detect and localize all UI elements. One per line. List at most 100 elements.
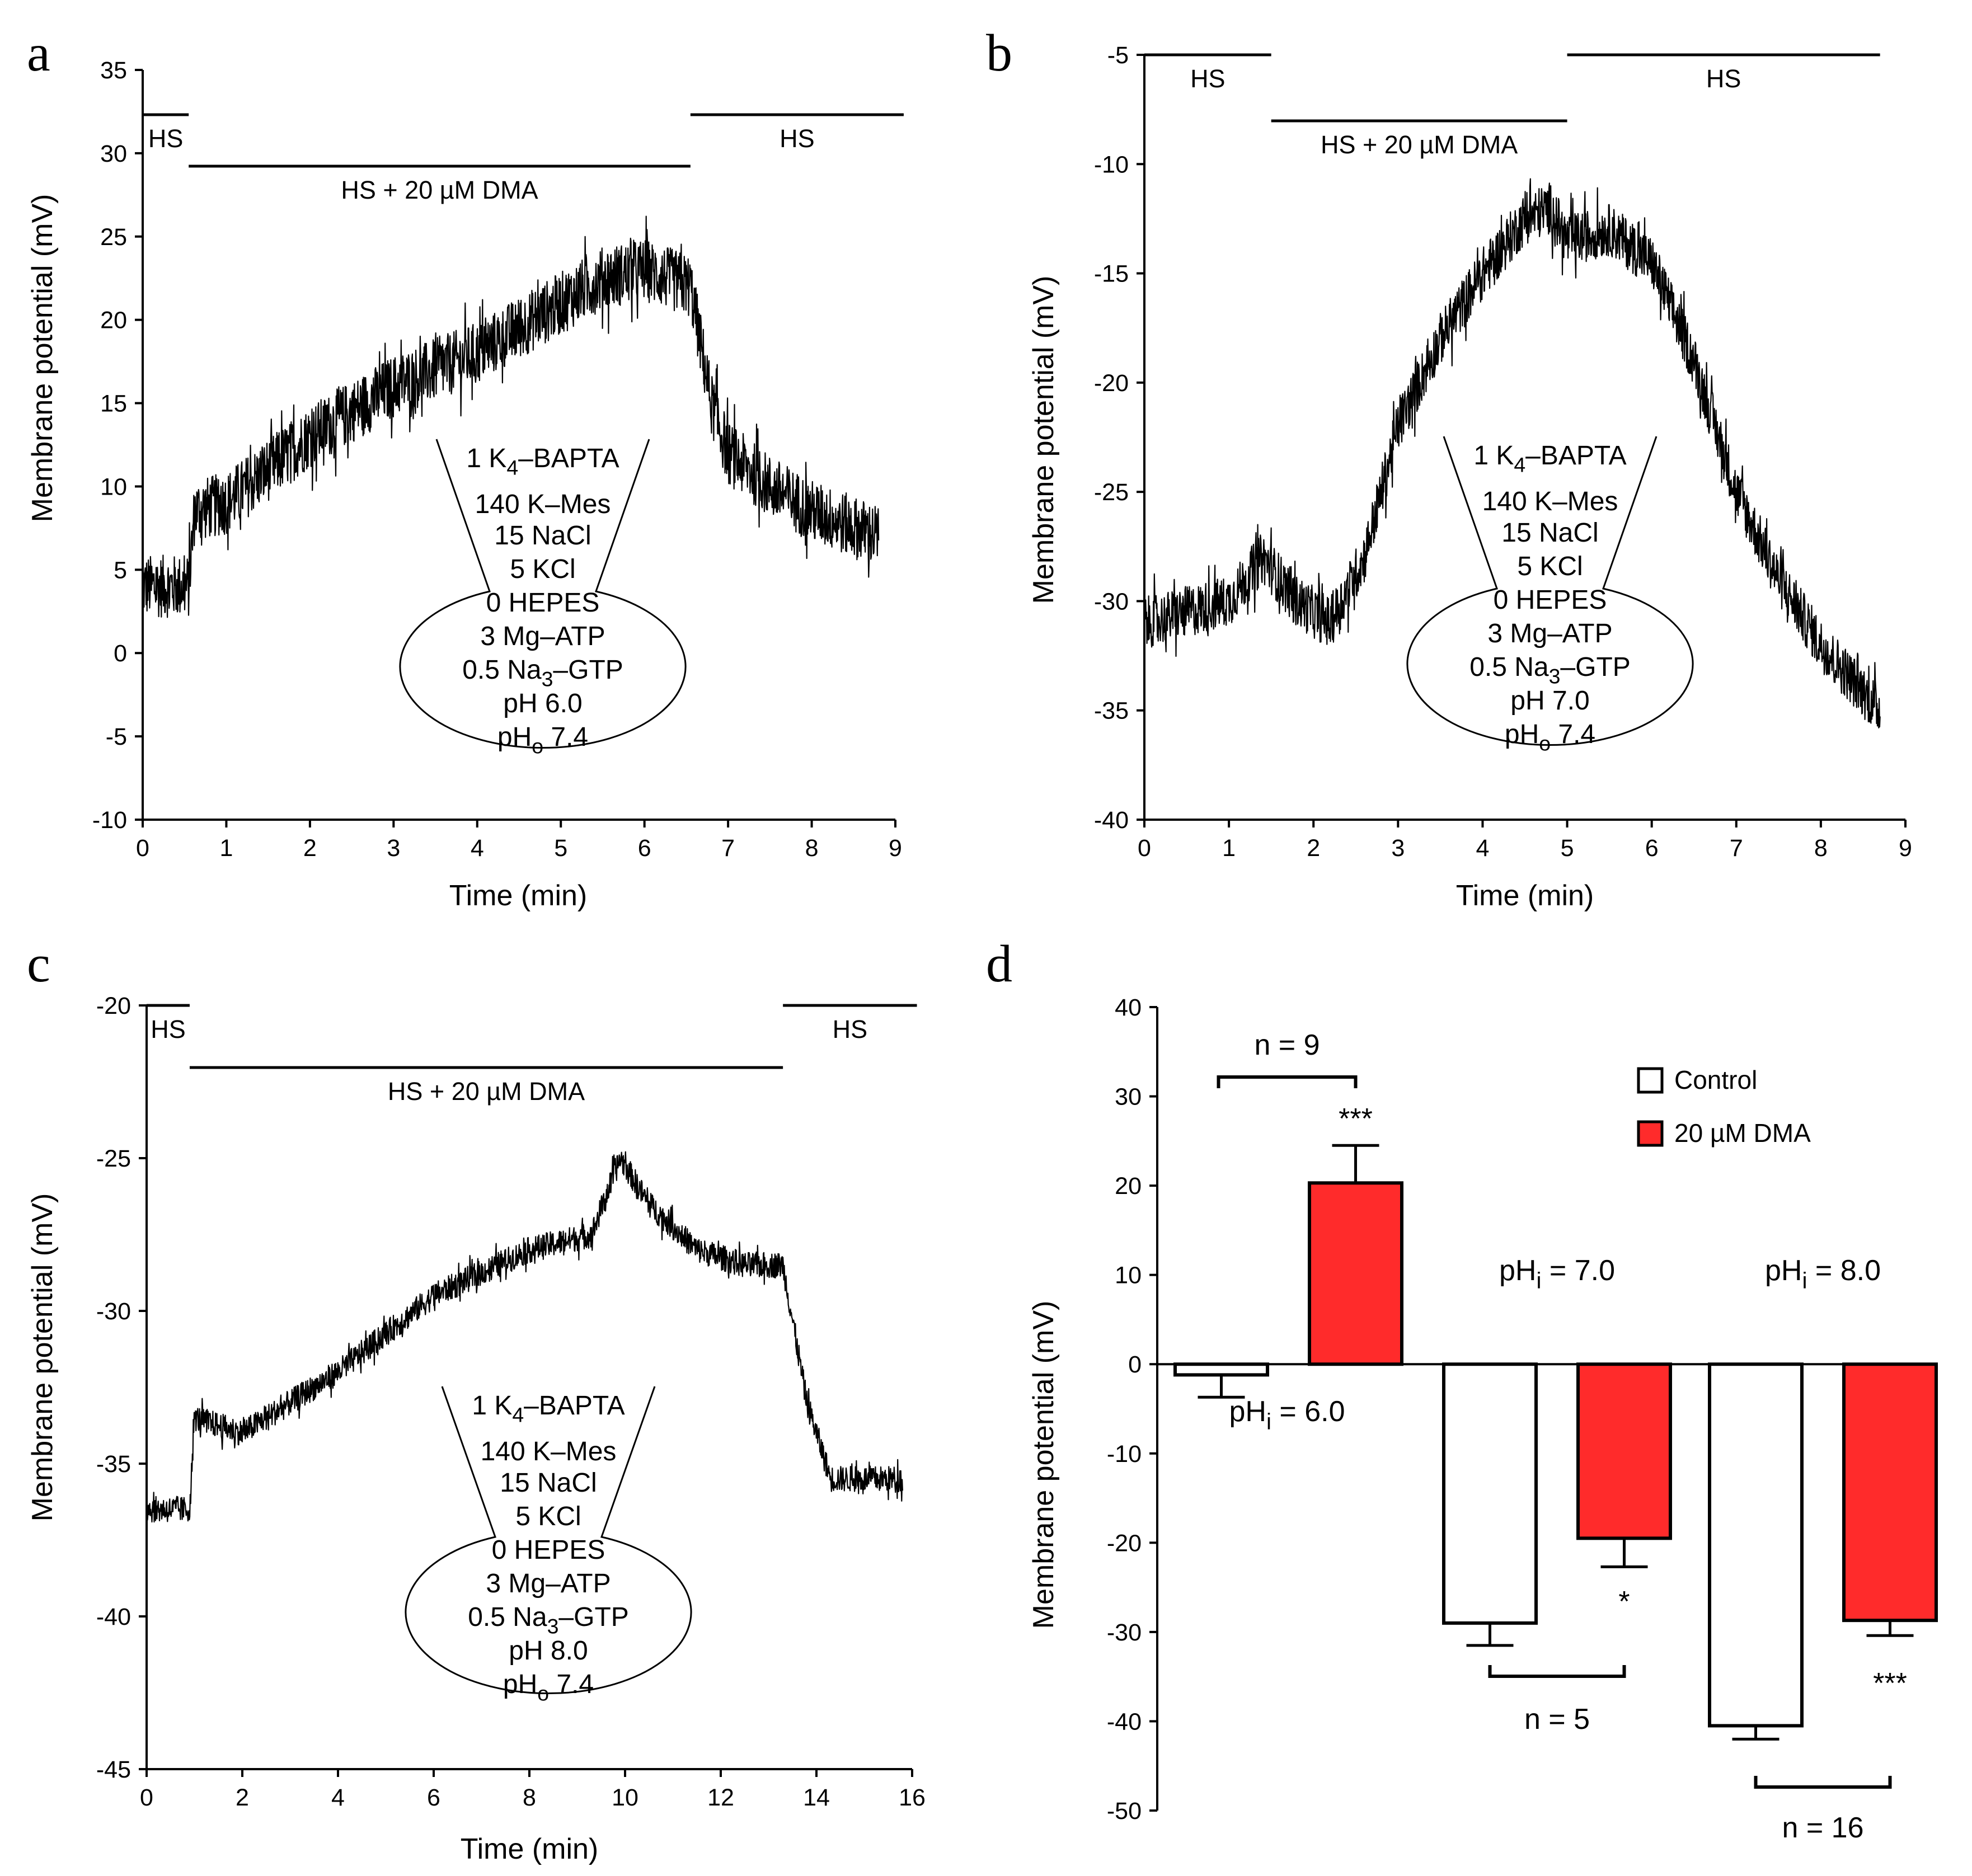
trace-path	[1143, 178, 1881, 728]
y-tick-label: 40	[1115, 994, 1142, 1021]
dma-bar	[1308, 1181, 1403, 1366]
pipette-outline	[1406, 436, 1694, 746]
control-bar	[1173, 1362, 1269, 1377]
y-tick-label: -50	[1107, 1798, 1142, 1825]
inset-line: pH 7.0	[1510, 686, 1589, 716]
n-bracket	[1488, 1665, 1626, 1678]
x-tick-label: 0	[136, 835, 149, 862]
x-axis-label: Time (min)	[461, 1833, 599, 1865]
panel-letter: d	[986, 935, 1012, 993]
y-tick-label: -20	[1107, 1530, 1142, 1557]
x-tick-label: 1	[219, 835, 233, 862]
y-axis-label: Membrane potential (mV)	[26, 1193, 59, 1522]
solution-bars: HS HS + 20 µM DMA HS	[147, 1004, 917, 1106]
bar-groups: n = 9 *** pHi = 6.0 n = 5 * pHi = 7.0 n = 16 **…	[1173, 1029, 1938, 1844]
y-tick-label: -15	[1094, 261, 1129, 288]
y-tick-label: 15	[100, 391, 127, 417]
x-tick-label: 7	[721, 835, 735, 862]
y-tick-label: -20	[96, 993, 131, 1019]
y-tick-label: -10	[1107, 1441, 1142, 1468]
inset-line: 140 K–Mes	[481, 1437, 617, 1466]
inset-line: 0.5 Na3–GTP	[462, 655, 623, 690]
inset-line: 3 Mg–ATP	[486, 1569, 611, 1598]
y-tick-label: 20	[1115, 1173, 1142, 1200]
x-tick-label: 1	[1222, 835, 1236, 862]
x-tick-label: 4	[471, 835, 484, 862]
x-tick-label: 8	[1814, 835, 1828, 862]
inset-line: 0.5 Na3–GTP	[1469, 652, 1631, 688]
solution-bar-label: HS	[780, 124, 815, 153]
solution-bar-label: HS	[151, 1015, 186, 1043]
x-tick-label: 6	[427, 1784, 440, 1811]
solution-bar-label: HS	[148, 124, 184, 153]
solution-bar-label: HS + 20 µM DMA	[1321, 130, 1518, 159]
panel-d: d -50 -40 -30 -20 -10 0 10 20 30 40 n = 9 *** pHi =…	[986, 935, 1938, 1844]
axes: -45 -40 -35 -30 -25 -20 0 2 4 6 8 10 12 14 16	[96, 993, 926, 1811]
y-tick-label: 5	[114, 557, 127, 584]
x-tick-label: 12	[707, 1784, 734, 1811]
x-tick-label: 0	[140, 1784, 153, 1811]
y-tick-label: -30	[1094, 588, 1129, 615]
axes: -40 -35 -30 -25 -20 -15 -10 -5 0 1 2 3 4 5 6 7 8 9	[1094, 42, 1912, 862]
solution-bar-label: HS + 20 µM DMA	[341, 176, 538, 204]
panel-a: a -10 -5 0 5 10 15 20 25 30 35 0 1 2 3 4 5 6 7 8 9 HS HS + 2…	[26, 24, 904, 912]
legend: Control 20 µM DMA	[1637, 1065, 1811, 1148]
x-tick-label: 2	[303, 835, 317, 862]
bar-group: n = 5 * pHi = 7.0	[1442, 1254, 1672, 1736]
voltage-trace	[145, 1151, 903, 1523]
x-tick-label: 6	[638, 835, 651, 862]
inset-line: 140 K–Mes	[1482, 487, 1618, 516]
x-tick-label: 8	[805, 835, 819, 862]
inset-line: 0 HEPES	[492, 1535, 605, 1565]
solution-bar-label: HS	[833, 1015, 868, 1043]
x-tick-label: 5	[1561, 835, 1574, 862]
inset-line: 0 HEPES	[486, 588, 600, 618]
y-tick-label: -5	[106, 723, 127, 750]
inset-line: pH 6.0	[503, 689, 582, 718]
significance-label: *	[1618, 1586, 1630, 1618]
trace-path	[145, 1151, 903, 1523]
solution-bars: HS HS + 20 µM DMA HS	[1144, 53, 1880, 159]
ph-label: pHi = 8.0	[1765, 1254, 1881, 1294]
pipette-outline	[405, 1386, 692, 1695]
y-tick-label: 25	[100, 224, 127, 251]
x-tick-label: 5	[554, 835, 567, 862]
ph-label: pHi = 7.0	[1499, 1254, 1615, 1294]
panel-c: c -45 -40 -35 -30 -25 -20 0 2 4 6 8 10 12 14 16 HS HS +…	[26, 935, 926, 1865]
inset-line: 5 KCl	[515, 1502, 581, 1531]
inset-line: 15 NaCl	[1501, 518, 1598, 548]
x-tick-label: 0	[1138, 835, 1151, 862]
x-tick-label: 6	[1645, 835, 1659, 862]
y-tick-label: -10	[1094, 151, 1129, 178]
legend-label: Control	[1674, 1065, 1757, 1094]
y-tick-label: -30	[1107, 1619, 1142, 1646]
y-axis-label: Membrane potential (mV)	[26, 194, 59, 523]
legend-label: 20 µM DMA	[1674, 1118, 1811, 1148]
inset-line: 1 K4–BAPTA	[472, 1391, 625, 1426]
inset-line: 0 HEPES	[1494, 585, 1607, 615]
y-tick-label: -25	[1094, 479, 1129, 506]
y-tick-label: 35	[100, 57, 127, 84]
control-bar	[1442, 1362, 1538, 1625]
x-tick-label: 9	[889, 835, 902, 862]
y-tick-label: 10	[100, 473, 127, 500]
significance-label: ***	[1873, 1667, 1907, 1700]
n-label: n = 5	[1524, 1703, 1590, 1736]
y-tick-label: 0	[1128, 1351, 1142, 1378]
y-tick-label: -35	[96, 1451, 131, 1478]
n-bracket	[1754, 1776, 1892, 1789]
bar-group: n = 9 *** pHi = 6.0	[1173, 1029, 1403, 1435]
voltage-trace	[1143, 178, 1881, 728]
x-tick-label: 2	[1307, 835, 1320, 862]
x-tick-label: 3	[1391, 835, 1405, 862]
y-tick-label: -25	[96, 1145, 131, 1172]
pipette-outline	[399, 439, 687, 749]
y-tick-label: -40	[96, 1604, 131, 1630]
x-tick-label: 7	[1730, 835, 1743, 862]
inset-line: 140 K–Mes	[475, 490, 611, 519]
x-tick-label: 9	[1899, 835, 1912, 862]
x-tick-label: 10	[612, 1784, 638, 1811]
